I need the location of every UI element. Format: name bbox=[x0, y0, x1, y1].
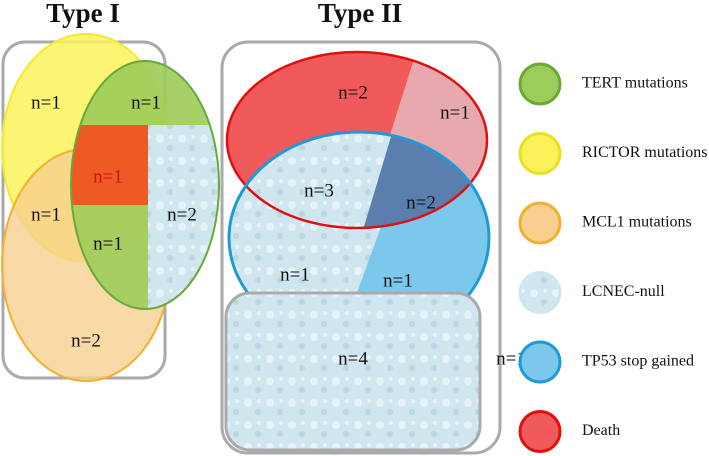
overlap-region bbox=[72, 125, 148, 205]
lcnec-null-box bbox=[224, 291, 482, 452]
legend-swatch bbox=[518, 132, 562, 175]
region-label: n=2 bbox=[167, 204, 197, 225]
region-label: n=4 bbox=[338, 348, 368, 369]
legend-swatch bbox=[518, 62, 562, 106]
region-label: n=2 bbox=[338, 82, 368, 103]
region-label: n=2 bbox=[71, 330, 101, 351]
legend: TERT mutations RICTOR mutations MCL1 mutat… bbox=[518, 62, 708, 453]
death-outline bbox=[225, 50, 489, 230]
region-label: n=1 bbox=[31, 204, 61, 225]
tert-outline bbox=[70, 60, 220, 310]
legend-label: MCL1 mutations bbox=[582, 214, 692, 231]
region-label: n=1 bbox=[93, 233, 123, 254]
panel-title: Type II bbox=[318, 0, 402, 28]
legend-swatch bbox=[518, 201, 562, 245]
legend-swatch bbox=[518, 271, 562, 314]
region-label: n=1 bbox=[131, 92, 161, 113]
legend-label: Death bbox=[582, 422, 620, 439]
legend-label: TP53 stop gained bbox=[582, 353, 694, 370]
legend-swatch bbox=[518, 340, 562, 384]
legend-label: LCNEC-null bbox=[582, 283, 665, 300]
region-label: n=1 bbox=[496, 348, 526, 369]
region-label: n=1 bbox=[31, 92, 61, 113]
region-label: n=1 bbox=[93, 166, 123, 187]
panel-box bbox=[220, 40, 502, 455]
region-label: n=1 bbox=[383, 270, 413, 291]
panel-title: Type I bbox=[46, 0, 120, 28]
legend-swatch bbox=[518, 410, 562, 453]
region-label: n=1 bbox=[440, 102, 470, 123]
region-label: n=2 bbox=[406, 192, 436, 213]
legend-label: RICTOR mutations bbox=[582, 144, 708, 161]
legend-label: TERT mutations bbox=[582, 75, 688, 92]
region-label: n=1 bbox=[280, 264, 310, 285]
region-label: n=3 bbox=[304, 180, 334, 201]
